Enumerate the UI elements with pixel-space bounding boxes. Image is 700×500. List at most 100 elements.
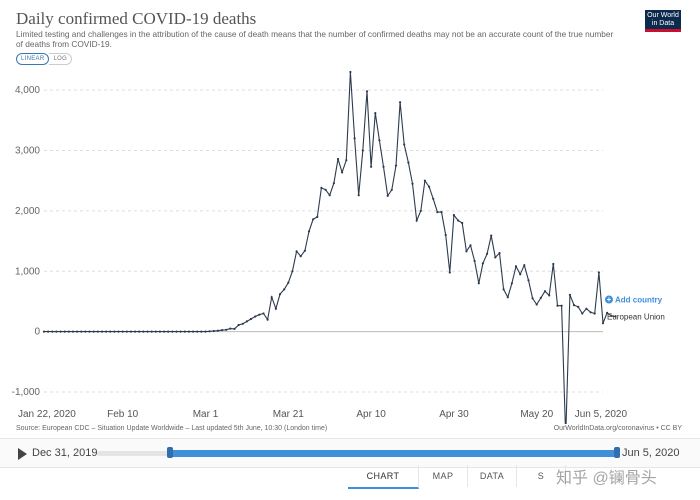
data-point bbox=[258, 313, 261, 316]
data-point bbox=[254, 315, 257, 318]
data-point bbox=[423, 179, 426, 182]
data-point bbox=[469, 244, 472, 247]
data-point bbox=[154, 330, 157, 333]
data-point bbox=[365, 90, 369, 93]
view-tabs: CHART MAP DATA S bbox=[348, 465, 566, 489]
data-point bbox=[543, 290, 547, 293]
tab-map[interactable]: MAP bbox=[419, 465, 468, 487]
add-country-icon[interactable] bbox=[605, 295, 613, 304]
y-tick-label: 0 bbox=[34, 327, 40, 338]
data-point bbox=[374, 112, 377, 115]
data-point bbox=[307, 230, 311, 233]
data-point bbox=[336, 157, 340, 161]
data-point bbox=[187, 330, 190, 333]
data-point bbox=[96, 330, 99, 333]
data-point bbox=[370, 165, 373, 168]
data-point bbox=[249, 317, 253, 321]
data-point bbox=[55, 330, 58, 333]
timeline-selected-range[interactable] bbox=[169, 450, 617, 457]
data-point bbox=[283, 288, 286, 291]
data-point bbox=[204, 330, 207, 333]
data-point bbox=[125, 330, 128, 333]
play-icon[interactable] bbox=[18, 448, 27, 460]
data-point bbox=[225, 328, 228, 331]
data-point bbox=[200, 330, 203, 333]
data-point bbox=[390, 188, 393, 191]
data-point bbox=[560, 304, 563, 307]
data-point bbox=[278, 293, 282, 296]
data-point bbox=[192, 330, 195, 333]
tab-sources[interactable]: S bbox=[517, 465, 566, 487]
data-point bbox=[432, 197, 435, 200]
owid-logo[interactable]: Our World in Data bbox=[645, 10, 681, 32]
data-point bbox=[175, 330, 178, 333]
data-point bbox=[113, 330, 116, 333]
data-point bbox=[179, 330, 182, 333]
chart-subtitle: Limited testing and challenges in the at… bbox=[16, 29, 614, 49]
data-point bbox=[47, 330, 50, 333]
data-point bbox=[399, 101, 402, 104]
data-point bbox=[523, 264, 526, 267]
data-point bbox=[270, 296, 273, 299]
data-point bbox=[142, 330, 145, 333]
data-point bbox=[581, 312, 584, 315]
scale-toggle: LINEAR LOG bbox=[16, 53, 73, 65]
data-point bbox=[531, 297, 534, 300]
source-url[interactable]: OurWorldInData.org/coronavirus • CC BY bbox=[553, 425, 682, 432]
tab-data[interactable]: DATA bbox=[468, 465, 517, 487]
y-tick-label: 1,000 bbox=[15, 266, 40, 277]
data-point bbox=[568, 293, 572, 296]
data-point bbox=[274, 307, 277, 310]
data-point bbox=[349, 70, 352, 74]
data-point bbox=[606, 311, 609, 314]
logo-line-2: in Data bbox=[651, 20, 675, 27]
logo-line-1: Our World bbox=[647, 12, 679, 19]
data-point bbox=[419, 209, 422, 212]
data-point bbox=[519, 273, 522, 276]
data-point bbox=[129, 330, 133, 333]
data-point bbox=[394, 164, 398, 167]
data-point bbox=[486, 252, 489, 255]
y-tick-label: -1,000 bbox=[12, 387, 41, 398]
x-tick-label: Apr 30 bbox=[439, 409, 469, 420]
data-point bbox=[316, 215, 319, 218]
data-point bbox=[42, 330, 46, 333]
plus-icon: + bbox=[607, 295, 612, 304]
data-point bbox=[237, 323, 240, 327]
timeline-bar: Dec 31, 2019 Jun 5, 2020 bbox=[0, 438, 700, 468]
data-point bbox=[163, 330, 166, 333]
data-point bbox=[262, 312, 265, 315]
data-point bbox=[241, 322, 244, 325]
data-point bbox=[88, 330, 91, 333]
source-note[interactable]: Source: European CDC – Situation Update … bbox=[16, 425, 328, 432]
data-point bbox=[506, 296, 509, 299]
data-point bbox=[577, 305, 580, 308]
data-point bbox=[63, 330, 66, 333]
data-point bbox=[601, 322, 605, 325]
y-tick-label: 3,000 bbox=[15, 146, 40, 157]
x-tick-label: Jun 5, 2020 bbox=[575, 409, 628, 420]
add-country-button[interactable]: Add country bbox=[615, 296, 663, 305]
data-point bbox=[59, 330, 62, 333]
data-point bbox=[465, 250, 468, 253]
data-point bbox=[535, 303, 538, 306]
data-point bbox=[67, 330, 70, 333]
data-point bbox=[100, 330, 104, 333]
data-point bbox=[403, 143, 406, 146]
data-point bbox=[158, 330, 161, 333]
data-point bbox=[92, 330, 95, 333]
timeline-start-handle[interactable] bbox=[166, 447, 173, 458]
data-point bbox=[121, 330, 124, 333]
timeline-end-handle[interactable] bbox=[614, 447, 620, 458]
data-point bbox=[138, 330, 141, 333]
timeline-start-label: Dec 31, 2019 bbox=[32, 447, 98, 459]
data-point bbox=[51, 330, 54, 333]
tab-chart[interactable]: CHART bbox=[348, 465, 419, 489]
y-tick-label: 2,000 bbox=[15, 206, 40, 217]
series-line-european-union bbox=[44, 71, 616, 424]
log-scale-button[interactable]: LOG bbox=[49, 53, 73, 65]
data-point bbox=[71, 330, 75, 333]
data-point bbox=[490, 234, 493, 237]
x-tick-label: May 20 bbox=[520, 409, 553, 420]
linear-scale-button[interactable]: LINEAR bbox=[16, 53, 50, 65]
